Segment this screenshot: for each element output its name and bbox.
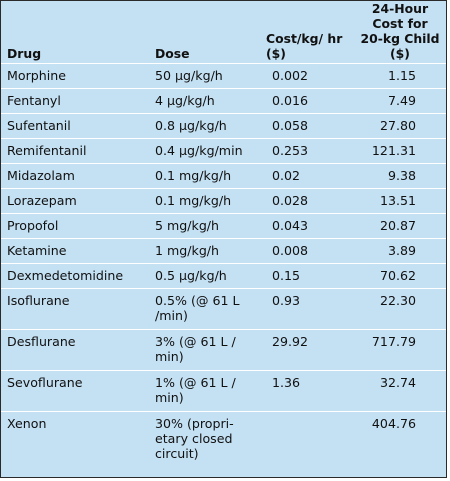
cost-cell: 0.058 — [260, 113, 354, 139]
table-row: Fentanyl 4 μg/kg/h 0.016 7.49 — [1, 88, 446, 114]
daily-cost-cell: 13.51 — [354, 188, 446, 214]
cost-cell: 0.002 — [260, 63, 354, 89]
daily-cost-cell: 1.15 — [354, 63, 446, 89]
daily-cost-cell: 3.89 — [354, 238, 446, 264]
table-row: Ketamine 1 mg/kg/h 0.008 3.89 — [1, 238, 446, 264]
table-row: Midazolam 0.1 mg/kg/h 0.02 9.38 — [1, 163, 446, 189]
cost-cell: 0.02 — [260, 163, 354, 189]
drug-cell: Propofol — [1, 213, 147, 239]
dose-cell: 0.5% (@ 61 L /min) — [147, 288, 260, 330]
cost-cell: 0.008 — [260, 238, 354, 264]
drug-cell: Xenon — [7, 416, 47, 431]
table-row: Sevoflurane 1% (@ 61 L / min) 1.36 32.74 — [1, 370, 446, 412]
daily-cost-cell: 20.87 — [354, 213, 446, 239]
dose-cell: 0.1 mg/kg/h — [147, 163, 260, 189]
table-row: Morphine 50 μg/kg/h 0.002 1.15 — [1, 63, 446, 89]
table-row: Desflurane 3% (@ 61 L / min) 29.92 717.7… — [1, 329, 446, 371]
drug-cell: Lorazepam — [1, 188, 147, 214]
drug-cell: Sufentanil — [1, 113, 147, 139]
dose-cell: 0.5 μg/kg/h — [147, 263, 260, 289]
daily-cost-cell: 22.30 — [354, 288, 446, 330]
drug-cell: Fentanyl — [1, 88, 147, 114]
table-row: Remifentanil 0.4 μg/kg/min 0.253 121.31 — [1, 138, 446, 164]
daily-cost-cell: 7.49 — [354, 88, 446, 114]
daily-cost-cell: 121.31 — [354, 138, 446, 164]
table-row: Xenon 30% (propri- etary closed circuit)… — [1, 412, 446, 468]
drug-cell: Remifentanil — [1, 138, 147, 164]
drug-cell: Sevoflurane — [1, 370, 147, 412]
header-24h-cost: 24-Hour Cost for 20-kg Child ($) — [354, 1, 446, 64]
dose-cell: 0.4 μg/kg/min — [147, 138, 260, 164]
drug-cell: Dexmedetomidine — [1, 263, 147, 289]
drug-cell: Isoflurane — [1, 288, 147, 330]
dose-cell: 0.1 mg/kg/h — [147, 188, 260, 214]
dose-cell: 1% (@ 61 L / min) — [147, 370, 260, 412]
cost-cell — [260, 412, 354, 468]
dose-cell: 50 μg/kg/h — [147, 63, 260, 89]
daily-cost-cell: 27.80 — [354, 113, 446, 139]
table-row: Isoflurane 0.5% (@ 61 L /min) 0.93 22.30 — [1, 288, 446, 330]
daily-cost-cell: 717.79 — [354, 329, 446, 371]
table-row: Lorazepam 0.1 mg/kg/h 0.028 13.51 — [1, 188, 446, 214]
drug-cell: Morphine — [1, 63, 147, 89]
drug-cell: Desflurane — [1, 329, 147, 371]
daily-cost-cell: 70.62 — [354, 263, 446, 289]
drug-cell: Ketamine — [1, 238, 147, 264]
table-row: Sufentanil 0.8 μg/kg/h 0.058 27.80 — [1, 113, 446, 139]
daily-cost-cell: 9.38 — [354, 163, 446, 189]
dose-cell: 30% (propri- etary closed circuit) — [155, 416, 234, 461]
dose-cell: 4 μg/kg/h — [147, 88, 260, 114]
cost-cell: 0.253 — [260, 138, 354, 164]
cost-cell: 29.92 — [260, 329, 354, 371]
cost-cell: 0.043 — [260, 213, 354, 239]
header-cost: Cost/kg/ hr ($) — [260, 1, 354, 64]
cost-cell: 0.93 — [260, 288, 354, 330]
daily-cost-cell: 404.76 — [371, 416, 416, 431]
dose-cell: 0.8 μg/kg/h — [147, 113, 260, 139]
cost-cell: 0.016 — [260, 88, 354, 114]
daily-cost-cell: 32.74 — [354, 370, 446, 412]
cost-cell: 0.028 — [260, 188, 354, 214]
dose-cell: 5 mg/kg/h — [147, 213, 260, 239]
header-drug: Drug — [1, 1, 147, 64]
header-dose: Dose — [147, 1, 260, 64]
dose-cell: 1 mg/kg/h — [147, 238, 260, 264]
drug-cell: Midazolam — [1, 163, 147, 189]
header-row: Drug Dose Cost/kg/ hr ($) 24-Hour Cost f… — [1, 1, 446, 64]
dose-cell: 3% (@ 61 L / min) — [147, 329, 260, 371]
cost-cell: 0.15 — [260, 263, 354, 289]
table-row: Dexmedetomidine 0.5 μg/kg/h 0.15 70.62 — [1, 263, 446, 289]
drug-cost-table: Drug Dose Cost/kg/ hr ($) 24-Hour Cost f… — [1, 1, 446, 468]
cost-cell: 1.36 — [260, 370, 354, 412]
table-row: Propofol 5 mg/kg/h 0.043 20.87 — [1, 213, 446, 239]
